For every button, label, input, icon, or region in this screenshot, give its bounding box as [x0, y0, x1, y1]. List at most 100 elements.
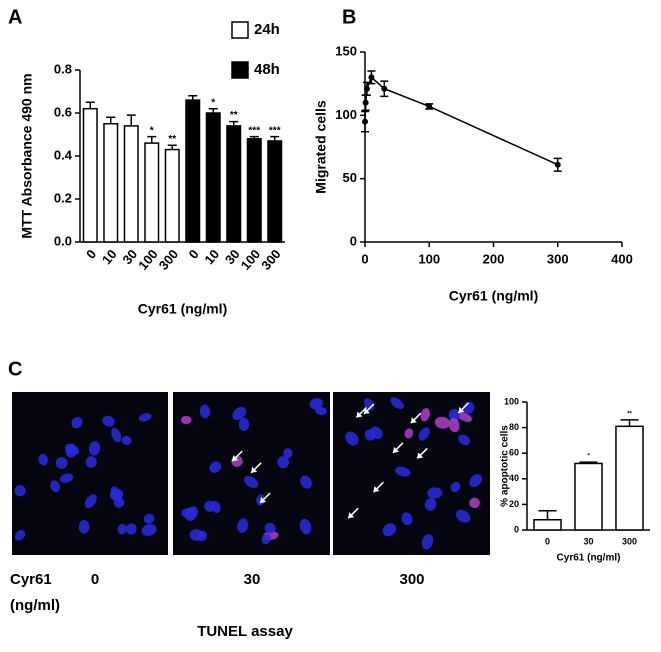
- error-bar: [362, 81, 371, 96]
- legend-label: 48h: [254, 61, 280, 78]
- arrow-head: [251, 466, 258, 473]
- bar: [574, 462, 603, 531]
- nucleus: [38, 453, 48, 466]
- nucleus: [277, 456, 290, 469]
- x-tick-label: 100: [135, 246, 160, 272]
- error-bar: [553, 157, 562, 172]
- x-tick-label: 0: [545, 536, 550, 546]
- significance: **: [230, 110, 238, 121]
- bar: [246, 138, 262, 243]
- error-bar-line: [188, 95, 198, 101]
- x-tick-label: 10: [99, 246, 120, 267]
- nucleus: [59, 473, 74, 483]
- nucleus: [109, 488, 124, 501]
- nucleus: [71, 416, 83, 429]
- dose-label: 0: [91, 571, 99, 588]
- error-bar-line: [106, 116, 116, 124]
- bar: [123, 125, 139, 243]
- panel-letter: C: [8, 358, 22, 380]
- nucleus: [180, 415, 192, 425]
- point: [362, 118, 368, 125]
- nucleus: [102, 415, 115, 427]
- nucleus: [299, 518, 312, 535]
- nucleus: [84, 494, 97, 509]
- arrow-head: [410, 417, 417, 424]
- error-bar: [538, 510, 557, 520]
- error-bar-line: [362, 81, 371, 96]
- significance: **: [168, 134, 176, 145]
- significance: ***: [269, 125, 281, 136]
- nucleus: [455, 509, 471, 523]
- dose-label: 300: [399, 571, 424, 588]
- bar: [164, 148, 180, 243]
- error-bar: [106, 116, 116, 124]
- nucleus: [143, 513, 155, 524]
- nucleus: [300, 475, 312, 489]
- legend-label: 24h: [254, 21, 280, 38]
- error-bar-line: [126, 114, 136, 126]
- nucleus: [382, 523, 397, 537]
- x-tick-label: 10: [201, 246, 222, 267]
- error-bar: [208, 107, 218, 113]
- x-axis-label: Cyr61 (ng/ml): [449, 288, 538, 304]
- nucleus: [315, 407, 328, 416]
- x-tick-label: 400: [611, 251, 633, 266]
- error-bar-line: [579, 461, 598, 464]
- x-tick-label: 100: [418, 251, 440, 266]
- nucleus: [370, 426, 383, 440]
- nucleus: [457, 412, 472, 422]
- error-bar-line: [167, 144, 177, 150]
- nucleus: [65, 443, 78, 458]
- micrographs: [12, 392, 490, 555]
- arrow-head: [356, 411, 363, 418]
- x-tick-label: 0: [186, 246, 202, 261]
- nucleus: [185, 506, 199, 521]
- arrow-head: [458, 406, 465, 413]
- arrow-head: [417, 452, 424, 459]
- y-tick-label: 0.6: [54, 104, 72, 119]
- nucleus: [421, 534, 434, 550]
- error-bar: [167, 144, 177, 150]
- error-bar-line: [208, 107, 218, 113]
- nucleus: [458, 434, 471, 446]
- arrow-head: [260, 496, 267, 503]
- nucleus: [404, 428, 414, 439]
- error-bar-line: [361, 110, 369, 133]
- error-bar-line: [538, 510, 557, 520]
- y-tick-label: 0: [350, 233, 357, 248]
- dose-label: 30: [244, 571, 261, 588]
- x-tick-label: 0: [361, 251, 368, 266]
- nucleus: [450, 481, 461, 493]
- nucleus: [448, 418, 460, 433]
- error-bar: [361, 110, 369, 133]
- nucleus: [125, 523, 137, 535]
- nucleus: [14, 530, 26, 541]
- nucleus: [141, 524, 157, 536]
- x-tick-label: 100: [238, 246, 263, 272]
- error-bar: [188, 95, 198, 101]
- point: [381, 85, 388, 92]
- y-tick-label: 0: [514, 524, 519, 534]
- nucleus: [209, 461, 222, 473]
- x-tick-label: 200: [483, 251, 505, 266]
- x-tick-label: 0: [83, 246, 99, 261]
- arrow-head: [348, 512, 355, 519]
- y-tick-label: 150: [335, 43, 357, 58]
- nucleus: [85, 456, 97, 468]
- x-tick-label: 300: [622, 536, 637, 546]
- nucleus: [244, 475, 259, 488]
- error-bar-line: [249, 135, 259, 139]
- y-tick-label: 20: [509, 499, 519, 509]
- error-bar: [270, 135, 280, 141]
- significance: ***: [248, 125, 260, 136]
- error-bar: [380, 80, 389, 98]
- error-bar-line: [85, 101, 95, 109]
- x-tick-label: 300: [156, 246, 181, 272]
- y-tick-label: 50: [343, 170, 357, 185]
- arrow-head: [363, 407, 370, 414]
- error-bar-line: [553, 157, 562, 172]
- y-tick-label: 100: [335, 107, 357, 122]
- nucleus: [89, 441, 101, 456]
- error-bar: [249, 135, 259, 139]
- bar: [185, 99, 201, 243]
